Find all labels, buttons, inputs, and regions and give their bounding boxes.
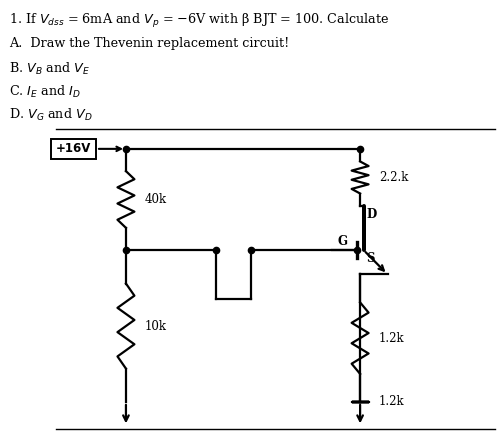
Text: C. $I_E$ and $I_D$: C. $I_E$ and $I_D$: [9, 84, 81, 100]
Text: S: S: [366, 252, 375, 265]
Text: 1.2k: 1.2k: [379, 332, 405, 345]
Text: 1. If $V_{dss}$ = 6mA and $V_p$ = −6V with β BJT = 100. Calculate: 1. If $V_{dss}$ = 6mA and $V_p$ = −6V wi…: [9, 12, 389, 31]
Text: G: G: [338, 235, 348, 248]
FancyBboxPatch shape: [51, 139, 96, 159]
Text: 40k: 40k: [145, 193, 167, 206]
Text: B. $V_B$ and $V_E$: B. $V_B$ and $V_E$: [9, 61, 90, 77]
Text: D. $V_G$ and $V_D$: D. $V_G$ and $V_D$: [9, 107, 93, 123]
Text: D: D: [366, 208, 376, 222]
Text: 2.2.k: 2.2.k: [379, 171, 408, 184]
Text: 1.2k: 1.2k: [379, 396, 405, 408]
Text: A.  Draw the Thevenin replacement circuit!: A. Draw the Thevenin replacement circuit…: [9, 38, 289, 51]
Text: 10k: 10k: [145, 319, 167, 333]
Text: +16V: +16V: [56, 142, 91, 155]
